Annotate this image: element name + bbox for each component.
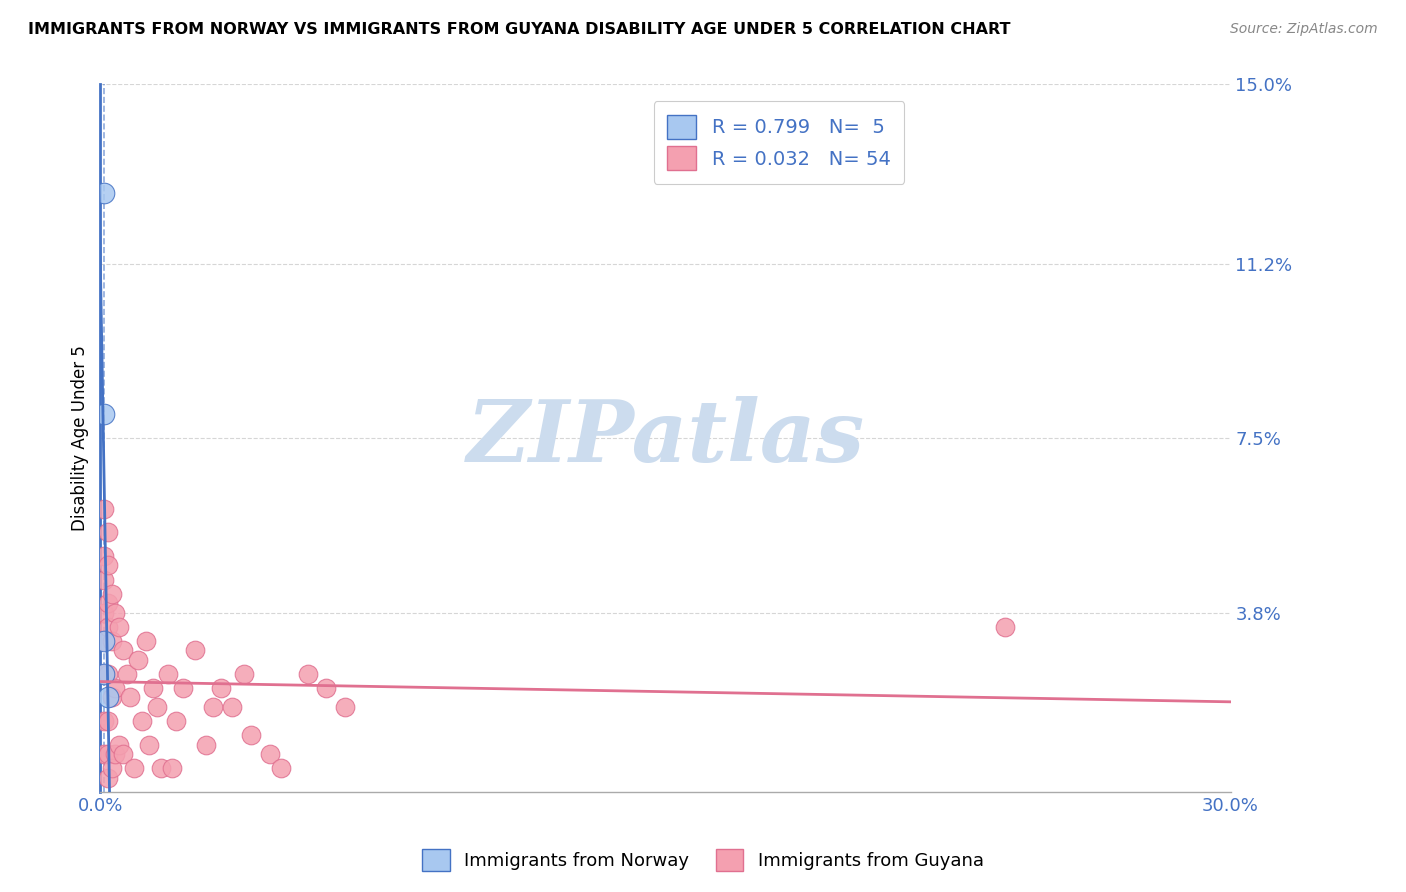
- Point: [146, 699, 169, 714]
- Point: [93, 408, 115, 422]
- Point: [104, 681, 127, 695]
- Point: [97, 747, 120, 761]
- Point: [240, 728, 263, 742]
- Point: [100, 690, 122, 705]
- Point: [93, 606, 115, 620]
- Point: [209, 681, 232, 695]
- Point: [97, 525, 120, 540]
- Point: [111, 643, 134, 657]
- Point: [194, 738, 217, 752]
- Point: [115, 666, 138, 681]
- Point: [183, 643, 205, 657]
- Point: [93, 747, 115, 761]
- Point: [108, 738, 131, 752]
- Point: [259, 747, 281, 761]
- Point: [97, 558, 120, 573]
- Point: [97, 714, 120, 728]
- Point: [93, 666, 115, 681]
- Point: [93, 549, 115, 563]
- Point: [100, 587, 122, 601]
- Point: [270, 761, 292, 775]
- Point: [93, 186, 115, 200]
- Point: [97, 690, 120, 705]
- Point: [104, 747, 127, 761]
- Point: [138, 738, 160, 752]
- Point: [93, 501, 115, 516]
- Point: [135, 633, 157, 648]
- Point: [160, 761, 183, 775]
- Point: [108, 620, 131, 634]
- Point: [232, 666, 254, 681]
- Point: [149, 761, 172, 775]
- Point: [100, 761, 122, 775]
- Point: [315, 681, 337, 695]
- Point: [93, 666, 115, 681]
- Point: [100, 633, 122, 648]
- Point: [120, 690, 142, 705]
- Legend: R = 0.799   N=  5, R = 0.032   N= 54: R = 0.799 N= 5, R = 0.032 N= 54: [654, 101, 904, 184]
- Point: [93, 714, 115, 728]
- Point: [202, 699, 225, 714]
- Point: [104, 606, 127, 620]
- Text: Source: ZipAtlas.com: Source: ZipAtlas.com: [1230, 22, 1378, 37]
- Point: [157, 666, 180, 681]
- Point: [127, 653, 149, 667]
- Point: [221, 699, 243, 714]
- Point: [97, 666, 120, 681]
- Point: [165, 714, 187, 728]
- Point: [122, 761, 145, 775]
- Text: IMMIGRANTS FROM NORWAY VS IMMIGRANTS FROM GUYANA DISABILITY AGE UNDER 5 CORRELAT: IMMIGRANTS FROM NORWAY VS IMMIGRANTS FRO…: [28, 22, 1011, 37]
- Point: [142, 681, 165, 695]
- Y-axis label: Disability Age Under 5: Disability Age Under 5: [72, 345, 89, 531]
- Point: [97, 596, 120, 610]
- Point: [93, 573, 115, 587]
- Point: [131, 714, 153, 728]
- Point: [297, 666, 319, 681]
- Point: [335, 699, 357, 714]
- Point: [111, 747, 134, 761]
- Point: [93, 633, 115, 648]
- Text: ZIPatlas: ZIPatlas: [467, 396, 865, 480]
- Point: [172, 681, 194, 695]
- Point: [97, 620, 120, 634]
- Point: [97, 771, 120, 785]
- Point: [93, 633, 115, 648]
- Legend: Immigrants from Norway, Immigrants from Guyana: Immigrants from Norway, Immigrants from …: [415, 842, 991, 879]
- Point: [993, 620, 1015, 634]
